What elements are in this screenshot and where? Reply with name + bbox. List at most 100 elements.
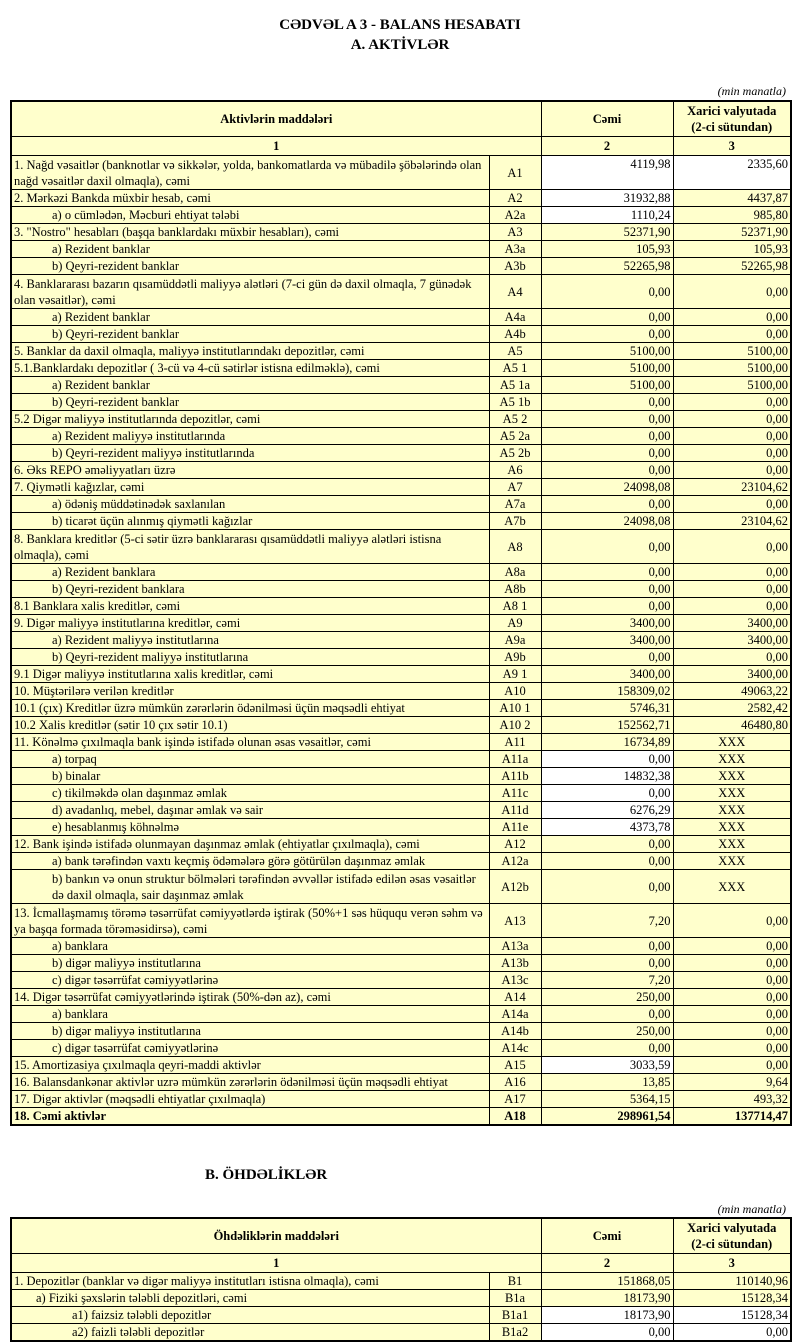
table-row: a) Rezident banklar A3a 105,93 105,93 [10,240,792,258]
row-total-value: 0,00 [540,852,674,870]
row-code: A9b [488,648,542,666]
row-foreign-value: 5100,00 [672,376,792,394]
table-row: 13. İcmallaşmamış törəmə təsərrüfat cəmi… [10,903,792,938]
row-code: A11b [488,767,542,785]
row-foreign-value: 0,00 [672,1039,792,1057]
row-foreign-value: 137714,47 [672,1107,792,1126]
row-total-value: 5100,00 [540,359,674,377]
row-code: A18 [488,1107,542,1126]
row-total-value: 152562,71 [540,716,674,734]
table-row: a) ödəniş müddətinədək saxlanılan A7a 0,00… [10,495,792,513]
row-label: a) Rezident maliyyə institutlarında [10,427,490,445]
row-total-value: 16734,89 [540,733,674,751]
table-row: a) o cümlədən, Məcburi ehtiyat tələbi A2a… [10,206,792,224]
row-total-value: 0,00 [540,1039,674,1057]
row-code: A5 1b [488,393,542,411]
liabilities-table: Öhdəliklərin maddələri Cəmi Xarici valyu… [10,1217,793,1342]
header-total: Cəmi [540,100,674,137]
table-row: 7. Qiymətli kağızlar, cəmi A7 24098,08 2310… [10,478,792,496]
row-code: A11 [488,733,542,751]
table-row: 17. Digər aktivlər (məqsədli ehtiyatlar … [10,1090,792,1108]
assets-table: Aktivlərin maddələri Cəmi Xarici valyuta… [10,100,793,1126]
row-foreign-value: XXX [672,818,792,836]
row-total-value: 0,00 [540,427,674,445]
row-label: a) o cümlədən, Məcburi ehtiyat tələbi [10,206,490,224]
row-code: A9 1 [488,665,542,683]
row-code: A4b [488,325,542,343]
row-label: a) torpaq [10,750,490,768]
row-label: a1) faizsiz tələbli depozitlər [10,1306,490,1324]
row-code: A12b [488,869,542,904]
row-code: B1a2 [488,1323,542,1342]
row-label: a) banklara [10,937,490,955]
row-foreign-value: 0,00 [672,988,792,1006]
row-label: 6. Əks REPO əməliyyatları üzrə [10,461,490,479]
row-label: c) digər təsərrüfat cəmiyyətlərinə [10,1039,490,1057]
row-code: A4 [488,274,542,309]
row-label: c) tikilməkdə olan daşınmaz əmlak [10,784,490,802]
row-foreign-value: 0,00 [672,1005,792,1023]
row-label: 1. Nağd vəsaitlər (banknotlar və sikkələ… [10,155,490,190]
table-row: 6. Əks REPO əməliyyatları üzrə A6 0,00 0,00 [10,461,792,479]
row-total-value: 0,00 [540,308,674,326]
header-foreign-line2: (2-ci sütundan) [691,120,773,134]
row-foreign-value: 0,00 [672,529,792,564]
row-total-value: 5364,15 [540,1090,674,1108]
row-foreign-value: 0,00 [672,325,792,343]
row-label: 5.2 Digər maliyyə institutlarında depozi… [10,410,490,428]
row-code: A10 1 [488,699,542,717]
row-code: A12a [488,852,542,870]
row-foreign-value: 23104,62 [672,512,792,530]
row-foreign-value: 4437,87 [672,189,792,207]
row-foreign-value: 0,00 [672,495,792,513]
row-total-value: 298961,54 [540,1107,674,1126]
row-total-value: 250,00 [540,988,674,1006]
table-row: b) bankın və onun struktur bölmələri tər… [10,869,792,904]
row-code: A16 [488,1073,542,1091]
row-foreign-value: 9,64 [672,1073,792,1091]
table-row: a) Rezident maliyyə institutlarında A5 2a… [10,427,792,445]
table-row: 18. Cəmi aktivlər A18 298961,54 137714,47 [10,1107,792,1126]
row-foreign-value: 0,00 [672,597,792,615]
table-row: 8. Banklara kreditlər (5-ci sətir üzrə b… [10,529,792,564]
table-row: a) Rezident banklara A8a 0,00 0,00 [10,563,792,581]
row-total-value: 0,00 [540,835,674,853]
row-total-value: 151868,05 [540,1272,674,1290]
table-row: 16. Balansdankənar aktivlər uzrə mümkün … [10,1073,792,1091]
row-label: 10.2 Xalis kreditlər (sətir 10 çıx sətir… [10,716,490,734]
row-code: A3b [488,257,542,275]
row-label: a) bank tərəfindən vaxtı keçmiş ödəmələr… [10,852,490,870]
table-row: 9.1 Digər maliyyə institutlarına xalis k… [10,665,792,683]
header-foreign-line1: Xarici valyutada [687,1221,777,1235]
table-row: a) Rezident banklar A4a 0,00 0,00 [10,308,792,326]
row-code: A9 [488,614,542,632]
row-foreign-value: 2582,42 [672,699,792,717]
row-total-value: 0,00 [540,1323,674,1342]
table-row: a1) faizsiz tələbli depozitlər B1a1 18173,… [10,1306,792,1324]
row-total-value: 0,00 [540,580,674,598]
row-total-value: 0,00 [540,410,674,428]
row-foreign-value: 0,00 [672,903,792,938]
row-code: A5 1 [488,359,542,377]
row-foreign-value: XXX [672,801,792,819]
row-total-value: 0,00 [540,529,674,564]
column-number-3: 3 [672,136,792,156]
row-code: A8b [488,580,542,598]
row-code: A7 [488,478,542,496]
table-row: b) ticarət üçün alınmış qiymətli kağızla… [10,512,792,530]
row-foreign-value: 5100,00 [672,359,792,377]
row-total-value: 0,00 [540,444,674,462]
row-code: A14c [488,1039,542,1057]
row-total-value: 18173,90 [540,1289,674,1307]
row-total-value: 0,00 [540,461,674,479]
row-label: b) binalar [10,767,490,785]
row-total-value: 0,00 [540,325,674,343]
row-foreign-value: 105,93 [672,240,792,258]
row-foreign-value: XXX [672,852,792,870]
table-row: a) banklara A13a 0,00 0,00 [10,937,792,955]
row-label: a) banklara [10,1005,490,1023]
table-row: 9. Digər maliyyə institutlarına kreditlə… [10,614,792,632]
row-total-value: 0,00 [540,869,674,904]
table-row: b) binalar A11b 14832,38 XXX [10,767,792,785]
row-code: A13c [488,971,542,989]
